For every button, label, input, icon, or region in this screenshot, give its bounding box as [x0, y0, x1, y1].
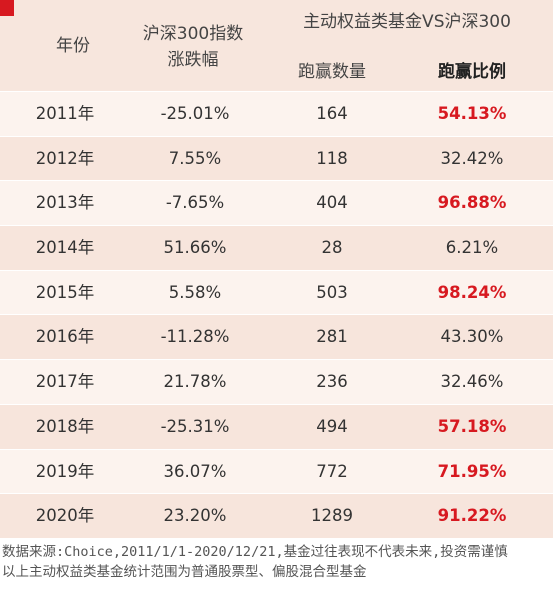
- cell-outperform-ratio: 91.22%: [437, 506, 507, 526]
- cell-outperform-count: 118: [316, 148, 348, 168]
- cell-outperform-ratio: 71.95%: [437, 461, 507, 481]
- accent-bar: [0, 0, 14, 16]
- cell-outperform-ratio: 57.18%: [437, 416, 507, 436]
- table-row: 2019年 36.07% 772 71.95%: [0, 448, 553, 494]
- cell-index-change: -25.01%: [160, 104, 230, 123]
- cell-outperform-count: 164: [316, 104, 348, 123]
- cell-year: 2018年: [35, 416, 95, 436]
- cell-index-change: -7.65%: [165, 193, 225, 213]
- table-row: 2014年 51.66% 28 6.21%: [0, 225, 553, 270]
- cell-year: 2015年: [35, 282, 95, 302]
- table-row: 2020年 23.20% 1289 91.22%: [0, 493, 553, 538]
- header-index-change: 沪深300指数 涨跌幅: [118, 21, 268, 73]
- cell-outperform-count: 28: [321, 238, 343, 258]
- cell-outperform-ratio: 43.30%: [440, 327, 504, 347]
- cell-year: 2017年: [35, 372, 95, 392]
- cell-outperform-ratio: 98.24%: [437, 282, 507, 302]
- cell-index-change: -25.31%: [160, 416, 230, 436]
- cell-year: 2012年: [35, 148, 95, 168]
- footer-note: 数据来源:Choice,2011/1/1-2020/12/21,基金过往表现不代…: [0, 542, 553, 582]
- table-header: 年份 沪深300指数 涨跌幅 主动权益类基金VS沪深300 跑赢数量 跑赢比例: [0, 0, 553, 91]
- header-year: 年份: [56, 36, 90, 56]
- header-outperform-count: 跑赢数量: [298, 62, 366, 82]
- cell-year: 2016年: [35, 327, 95, 347]
- cell-outperform-ratio: 54.13%: [437, 104, 507, 123]
- cell-outperform-count: 1289: [311, 506, 353, 526]
- table-row: 2015年 5.58% 503 98.24%: [0, 269, 553, 315]
- table-row: 2012年 7.55% 118 32.42%: [0, 135, 553, 181]
- table-row: 2011年 -25.01% 164 54.13%: [0, 91, 553, 136]
- data-table: 年份 沪深300指数 涨跌幅 主动权益类基金VS沪深300 跑赢数量 跑赢比例 …: [0, 0, 553, 538]
- header-index-line1: 沪深300指数: [142, 24, 244, 44]
- cell-index-change: 51.66%: [163, 238, 227, 258]
- cell-outperform-count: 772: [316, 461, 348, 481]
- footer-source: 数据来源:Choice,2011/1/1-2020/12/21,基金过往表现不代…: [2, 544, 508, 560]
- cell-index-change: -11.28%: [160, 327, 230, 347]
- header-outperform-ratio: 跑赢比例: [438, 62, 506, 82]
- cell-outperform-ratio: 6.21%: [445, 238, 499, 258]
- cell-index-change: 36.07%: [163, 461, 227, 481]
- cell-outperform-count: 236: [316, 372, 348, 392]
- cell-outperform-count: 503: [316, 282, 348, 302]
- cell-outperform-ratio: 32.42%: [440, 148, 504, 168]
- cell-year: 2020年: [35, 506, 95, 526]
- header-group: 主动权益类基金VS沪深300: [303, 12, 511, 32]
- cell-year: 2019年: [35, 461, 95, 481]
- cell-year: 2011年: [35, 104, 95, 123]
- cell-outperform-count: 404: [316, 193, 348, 213]
- table-row: 2013年 -7.65% 404 96.88%: [0, 180, 553, 226]
- table-row: 2018年 -25.31% 494 57.18%: [0, 403, 553, 449]
- footer-scope: 以上主动权益类基金统计范围为普通股票型、偏股混合型基金: [2, 564, 367, 580]
- cell-index-change: 5.58%: [168, 282, 222, 302]
- cell-outperform-count: 494: [316, 416, 348, 436]
- cell-outperform-count: 281: [316, 327, 348, 347]
- cell-year: 2014年: [35, 238, 95, 258]
- cell-outperform-ratio: 32.46%: [440, 372, 504, 392]
- cell-outperform-ratio: 96.88%: [437, 193, 507, 213]
- cell-index-change: 21.78%: [163, 372, 227, 392]
- cell-year: 2013年: [35, 193, 95, 213]
- table-row: 2016年 -11.28% 281 43.30%: [0, 314, 553, 360]
- table-row: 2017年 21.78% 236 32.46%: [0, 359, 553, 404]
- cell-index-change: 23.20%: [163, 506, 227, 526]
- cell-index-change: 7.55%: [168, 148, 222, 168]
- header-index-line2: 涨跌幅: [167, 50, 219, 70]
- table-body: 2011年 -25.01% 164 54.13% 2012年 7.55% 118 32.42%…: [0, 91, 553, 538]
